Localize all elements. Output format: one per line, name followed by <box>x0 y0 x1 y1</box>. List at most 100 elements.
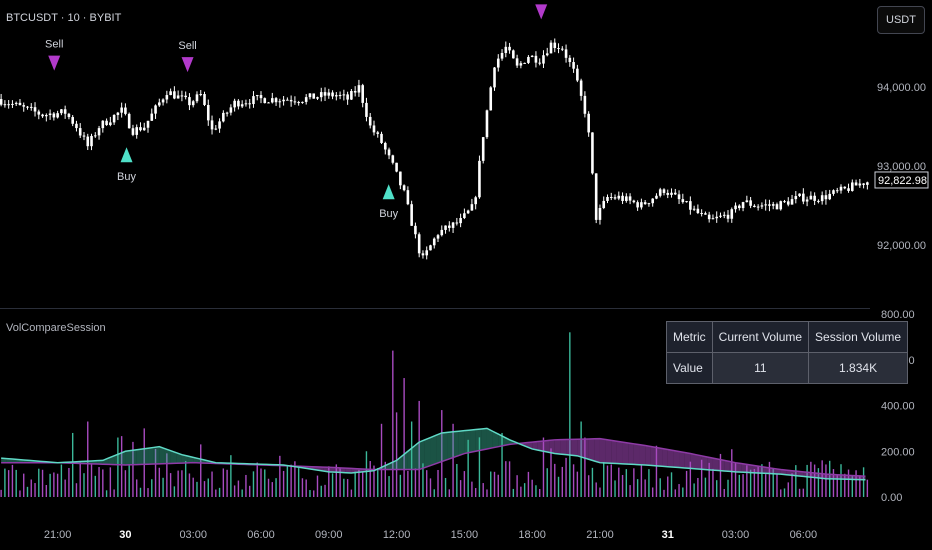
candle-body <box>395 162 398 172</box>
volume-bar <box>516 475 518 497</box>
last-price-box <box>874 171 929 189</box>
time-tick-label[interactable]: 18:00 <box>518 529 546 541</box>
volume-bar <box>798 488 801 497</box>
candle-body <box>165 95 169 100</box>
session-above-band <box>842 475 849 480</box>
symbol-title[interactable]: BTCUSDT · 10 · BYBIT <box>6 12 122 24</box>
candle-body <box>839 186 843 191</box>
volume-bar <box>644 479 646 497</box>
volume-bar <box>697 477 699 497</box>
time-tick-label[interactable]: 15:00 <box>451 529 479 541</box>
time-tick-label[interactable]: 03:00 <box>179 529 207 541</box>
volume-bar <box>764 474 767 497</box>
time-tick-label[interactable]: 30 <box>119 529 131 541</box>
session-above-band <box>854 475 860 480</box>
candle-body <box>327 92 331 96</box>
candle-body <box>444 225 447 230</box>
volume-bar <box>316 475 319 497</box>
volume-bar <box>41 469 44 497</box>
volume-tick-label: 400.00 <box>881 401 915 413</box>
candle-body <box>636 202 639 208</box>
candle-body <box>512 50 515 59</box>
candle-body <box>489 87 493 111</box>
candle-body <box>135 127 139 135</box>
volume-bar <box>331 473 334 497</box>
indicator-title[interactable]: VolCompareSession <box>6 322 106 334</box>
candle-body <box>26 106 29 108</box>
candle-body <box>813 195 816 201</box>
currency-button[interactable]: USDT <box>877 6 925 34</box>
session-above-band <box>656 447 663 467</box>
volume-bar <box>328 466 330 497</box>
volume-bar <box>810 461 812 497</box>
time-tick-label[interactable]: 12:00 <box>383 529 411 541</box>
current-above-band <box>498 434 504 447</box>
candle-body <box>549 42 553 54</box>
candle-body <box>632 200 636 203</box>
candle-body <box>692 208 696 210</box>
volume-bar <box>542 437 545 497</box>
time-tick-label[interactable]: 31 <box>662 529 674 541</box>
time-axis[interactable]: 21:00 30 03:00 06:00 09:00 12:00 15:00 18:00 21:… <box>44 529 817 541</box>
volume-bar <box>23 473 25 497</box>
current-above-band <box>413 442 420 470</box>
current-above-band <box>407 446 414 470</box>
candle-body <box>715 216 719 219</box>
last-price-label: 92,822.98 <box>878 175 927 187</box>
volume-bar <box>546 468 548 497</box>
candle-body <box>361 85 364 103</box>
volume-bar <box>633 468 635 497</box>
volume-bar <box>535 485 537 497</box>
candle-body <box>794 196 798 200</box>
candle-body <box>293 101 297 103</box>
candle-body <box>790 199 794 205</box>
volume-bar <box>230 455 232 497</box>
volume-bar <box>734 462 737 497</box>
time-tick-label[interactable]: 06:00 <box>790 529 818 541</box>
volume-bar <box>94 475 96 497</box>
time-tick-label[interactable]: 03:00 <box>722 529 750 541</box>
volume-bar <box>749 469 752 497</box>
volume-bar <box>422 463 424 497</box>
candle-body <box>658 189 662 196</box>
candle-body <box>500 52 504 59</box>
time-tick-label[interactable]: 21:00 <box>44 529 72 541</box>
session-above-band <box>543 440 550 453</box>
volume-bar <box>704 477 707 497</box>
volume-bar <box>290 464 292 497</box>
candle-body <box>455 222 459 224</box>
session-above-band <box>690 453 696 469</box>
candle-body <box>820 195 824 202</box>
session-above-band <box>718 459 725 471</box>
buy-signal-label: Buy <box>117 171 136 183</box>
current-above-band <box>102 458 109 465</box>
candle-body <box>745 200 749 203</box>
candle-body <box>700 213 703 215</box>
signal-markers: SellBuySellBuySell <box>45 4 548 220</box>
volume-bar <box>181 470 183 497</box>
candle-body <box>105 120 108 126</box>
candle-body <box>557 48 560 50</box>
current-above-band <box>136 448 143 465</box>
volume-bar <box>120 436 123 497</box>
candle-body <box>150 113 154 121</box>
session-above-band <box>628 442 634 465</box>
metrics-value-row: Value 11 1.834K <box>666 352 909 384</box>
candle-body <box>481 137 485 161</box>
time-tick-label[interactable]: 21:00 <box>586 529 614 541</box>
volume-bar <box>354 471 356 497</box>
candle-body <box>545 53 549 56</box>
volume-bar <box>614 480 616 497</box>
candle-body <box>734 205 737 210</box>
candle-body <box>843 186 847 189</box>
time-tick-label[interactable]: 06:00 <box>247 529 275 541</box>
metrics-header-row: Metric Current Volume Session Volume <box>666 321 909 353</box>
volume-bar <box>399 474 402 497</box>
candle-body <box>368 116 372 126</box>
candle-body <box>78 128 82 136</box>
volume-bar <box>64 479 66 497</box>
candle-body <box>771 204 775 206</box>
volume-bar <box>636 479 639 497</box>
time-tick-label[interactable]: 09:00 <box>315 529 343 541</box>
